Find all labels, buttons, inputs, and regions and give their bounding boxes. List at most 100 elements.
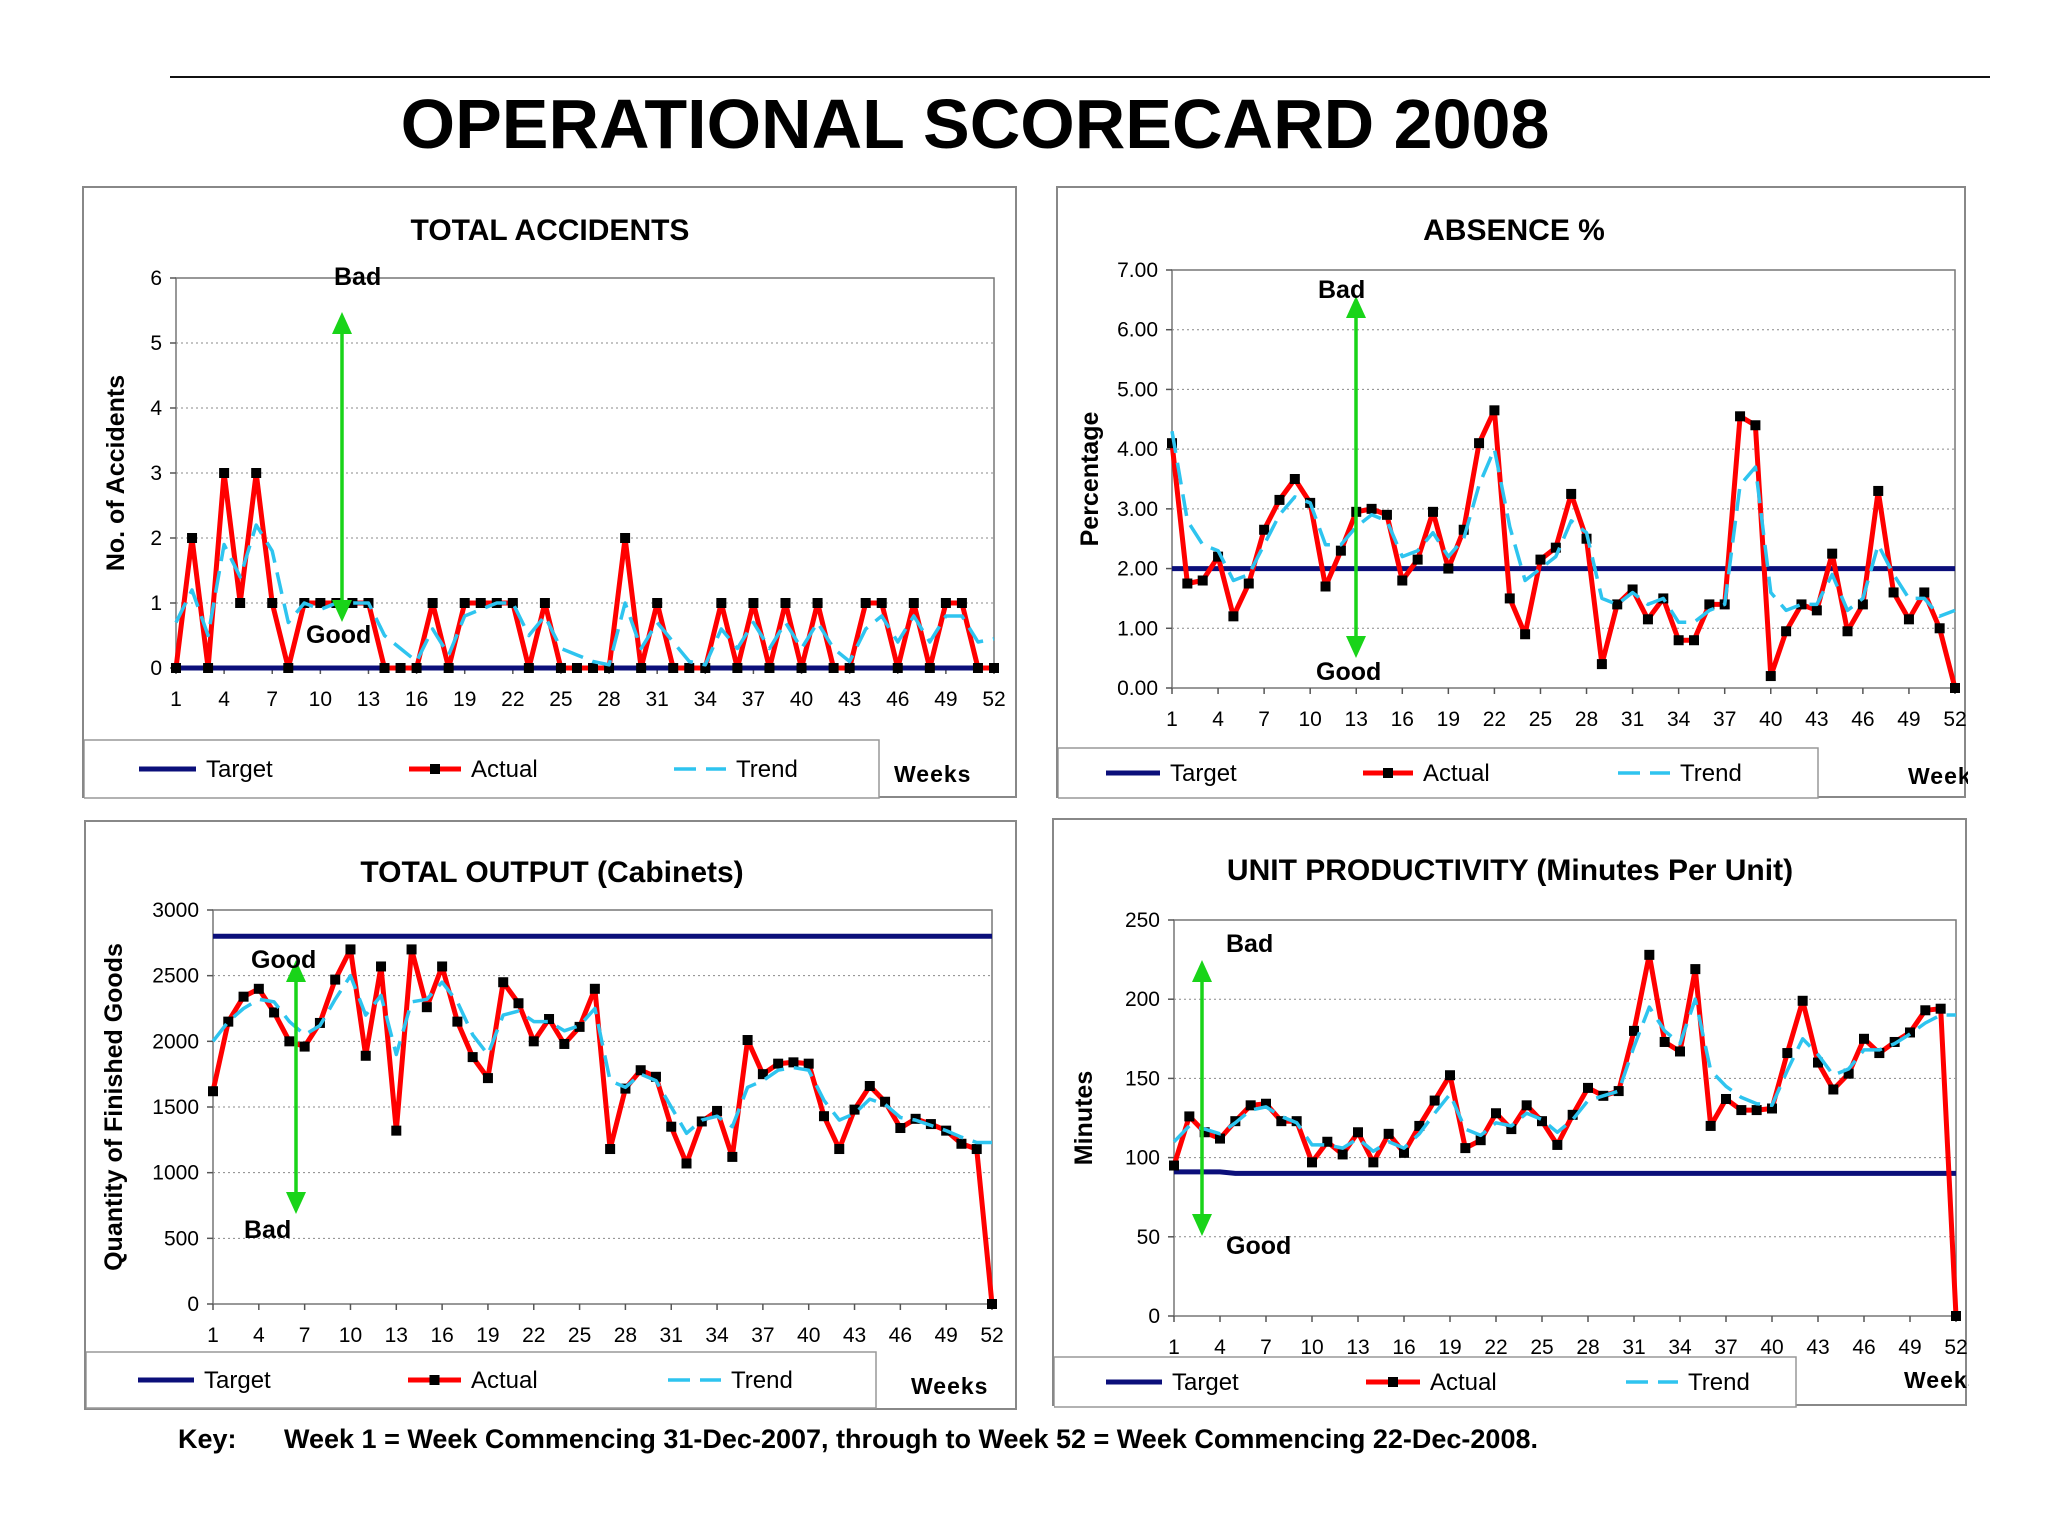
trend-line [211,973,992,1145]
direction-arrowhead-up [332,312,352,334]
actual-point [803,1058,814,1069]
actual-point [1903,614,1914,625]
actual-point [1583,1082,1593,1093]
actual-point [1366,503,1377,514]
actual-point [1811,605,1822,616]
y-tick-label: 200 [1125,988,1160,1011]
direction-arrowhead-down [286,1192,306,1214]
actual-point [716,598,727,608]
actual-point [1843,1068,1854,1079]
legend-label: Target [1172,1369,1239,1396]
actual-point [1184,1111,1195,1122]
actual-point [421,1002,432,1013]
x-tick-label: 37 [742,688,765,711]
actual-point [1873,485,1884,496]
actual-line [1171,952,1959,1317]
x-tick-label: 49 [934,688,957,711]
direction-arrowhead-up [286,960,306,982]
x-tick-label: 22 [501,688,524,711]
y-tick-label: 4.00 [1117,438,1158,461]
actual-point [1596,659,1607,670]
actual-point [620,533,631,543]
actual-point [1259,524,1270,535]
x-tick-label: 4 [1212,708,1224,731]
actual-point [523,663,534,673]
actual-point [1504,593,1515,604]
annotation-top: Bad [1318,276,1365,304]
actual-point [1475,1135,1486,1146]
actual-point [796,663,807,673]
actual-point [1261,1098,1271,1109]
y-tick-label: 6 [150,267,162,290]
y-tick-label: 0 [150,657,162,680]
actual-point [427,598,438,608]
actual-point [666,1121,677,1132]
annotation-bottom: Bad [244,1216,291,1244]
actual-point [732,663,743,673]
actual-point [757,1069,768,1080]
actual-point [849,1104,860,1115]
x-tick-label: 4 [1214,1336,1226,1359]
y-tick-label: 150 [1125,1067,1160,1090]
actual-point [1905,1027,1915,1038]
actual-point [1289,474,1300,484]
chart-title: TOTAL ACCIDENTS [411,214,690,247]
x-tick-label: 37 [1713,708,1736,731]
actual-point [880,1096,891,1107]
x-tick-label: 37 [1714,1336,1737,1359]
legend-box [86,1351,877,1409]
x-tick-label: 28 [1575,708,1598,731]
actual-point [1414,1120,1425,1131]
y-tick-label: 50 [1137,1226,1160,1249]
chart-title: TOTAL OUTPUT (Cabinets) [360,856,743,889]
actual-point [1612,599,1623,610]
actual-point [604,663,615,673]
x-tick-label: 1 [1166,708,1178,731]
annotation-top: Bad [1226,930,1273,958]
actual-point [1919,587,1930,598]
actual-point [1566,488,1577,499]
actual-point [1521,1100,1532,1111]
x-tick-label: 19 [1437,708,1460,731]
x-tick-label: 49 [1897,708,1920,731]
actual-point [1428,506,1438,517]
actual-line [1169,407,1958,689]
x-tick-label: 7 [299,1324,311,1347]
y-tick-label: 3000 [152,899,199,922]
plot-area [1171,269,1956,689]
actual-point [507,598,518,608]
actual-point [1629,1025,1639,1036]
actual-point [467,1052,478,1063]
actual-point [379,663,390,673]
x-tick-label: 7 [1260,1336,1272,1359]
x-tick-label: 49 [1898,1336,1921,1359]
y-tick-label: 0 [187,1293,199,1316]
actual-point [299,1041,310,1052]
actual-point [1736,1105,1747,1116]
x-tick-label: 34 [705,1324,729,1347]
actual-point [1735,411,1746,422]
actual-point [1412,554,1423,565]
legend-label: Trend [736,756,798,783]
actual-point [219,468,230,478]
actual-point [712,1105,723,1116]
actual-point [1520,629,1531,640]
actual-point [238,991,249,1002]
actual-point [528,1036,539,1047]
actual-point [1322,1136,1333,1147]
actual-point [437,961,448,972]
x-tick-label: 16 [1392,1336,1415,1359]
legend-label: Trend [731,1367,793,1394]
actual-point [588,663,599,673]
actual-point [1397,575,1408,586]
actual-point [1750,420,1761,431]
actual-point [1842,626,1853,637]
y-tick-label: 2.00 [1117,558,1158,581]
actual-line [210,946,995,1305]
y-tick-label: 0 [1148,1305,1160,1328]
actual-point [235,598,246,608]
legend-label: Actual [471,756,538,783]
actual-point [1399,1147,1409,1158]
actual-point [559,1038,570,1049]
x-tick-label: 43 [843,1324,866,1347]
